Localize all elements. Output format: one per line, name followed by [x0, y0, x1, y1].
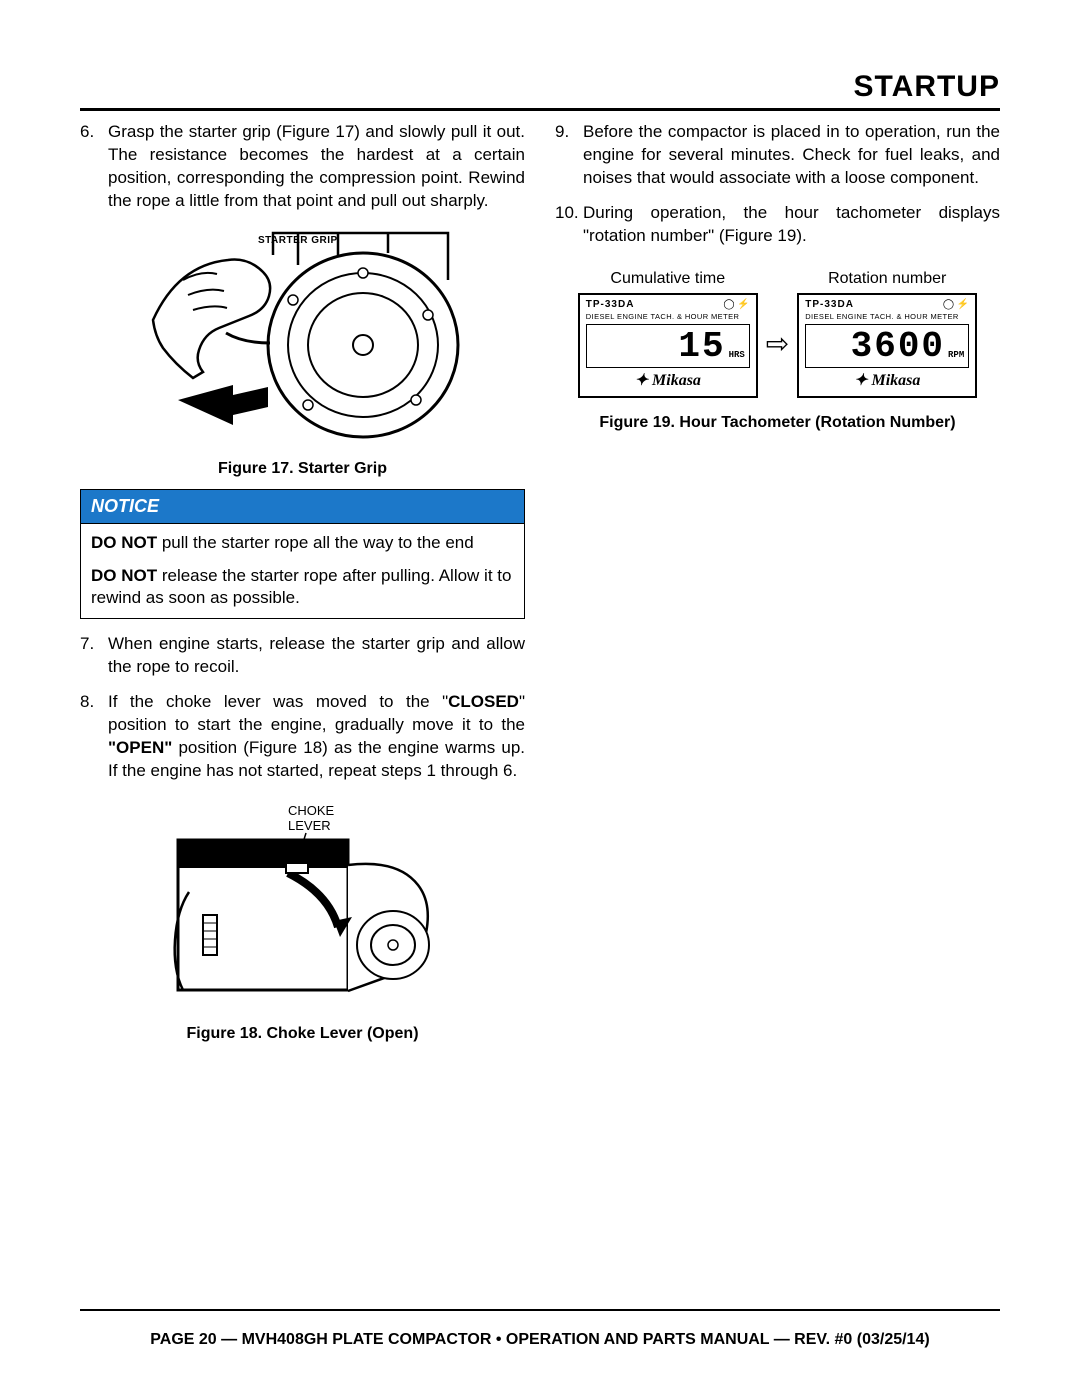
notice-box: NOTICE DO NOT pull the starter rope all … — [80, 489, 525, 619]
step-text: During operation, the hour tachometer di… — [583, 202, 1000, 248]
notice-body: DO NOT pull the starter rope all the way… — [81, 524, 524, 619]
tacho-lcd-rpm: 3600 RPM — [805, 324, 969, 368]
tacho-model: TP-33DA — [586, 298, 635, 312]
tacho-subtitle: DIESEL ENGINE TACH. & HOUR METER — [799, 312, 975, 324]
tachometer-row: Cumulative time TP-33DA ◯ ⚡ DIESEL ENGIN… — [555, 268, 1000, 398]
lcd-hrs-unit: HRS — [729, 349, 745, 361]
figure-18-caption: Figure 18. Choke Lever (Open) — [80, 1023, 525, 1045]
step-number: 10. — [555, 202, 583, 248]
choke-lever-illustration: CHOKE LEVER OPEN — [148, 795, 458, 1010]
lcd-rpm-unit: RPM — [948, 349, 964, 361]
tacho-subtitle: DIESEL ENGINE TACH. & HOUR METER — [580, 312, 756, 324]
tacho-right-label: Rotation number — [797, 268, 977, 290]
lcd-hrs-value: 15 — [678, 329, 725, 365]
tacho-lcd-hrs: 15 HRS — [586, 324, 750, 368]
tacho-brand: ✦ Mikasa — [799, 368, 975, 396]
step-7: 7. When engine starts, release the start… — [80, 633, 525, 679]
step-8: 8. If the choke lever was moved to the "… — [80, 691, 525, 783]
figure-19-caption: Figure 19. Hour Tachometer (Rotation Num… — [555, 412, 1000, 434]
figure-18: CHOKE LEVER OPEN — [80, 795, 525, 1045]
page-header-title: STARTUP — [80, 70, 1000, 104]
tacho-indicator-icons: ◯ ⚡ — [943, 298, 969, 312]
step-text: Grasp the starter grip (Figure 17) and s… — [108, 121, 525, 213]
tacho-brand: ✦ Mikasa — [580, 368, 756, 396]
step-9: 9. Before the compactor is placed in to … — [555, 121, 1000, 190]
figure-17: STARTER GRIP — [80, 225, 525, 480]
figure-17-caption: Figure 17. Starter Grip — [80, 458, 525, 480]
notice-text-1: pull the starter rope all the way to the… — [157, 533, 474, 552]
tacho-indicator-icons: ◯ ⚡ — [723, 298, 749, 312]
content-columns: 6. Grasp the starter grip (Figure 17) an… — [80, 121, 1000, 1053]
tacho-model: TP-33DA — [805, 298, 854, 312]
starter-grip-illustration: STARTER GRIP — [138, 225, 468, 445]
step-number: 6. — [80, 121, 108, 213]
step-number: 7. — [80, 633, 108, 679]
tacho-cumulative: Cumulative time TP-33DA ◯ ⚡ DIESEL ENGIN… — [578, 268, 758, 398]
step-text: If the choke lever was moved to the "CLO… — [108, 691, 525, 783]
step-text: Before the compactor is placed in to ope… — [583, 121, 1000, 190]
tacho-left-label: Cumulative time — [578, 268, 758, 290]
tacho-rotation: Rotation number TP-33DA ◯ ⚡ DIESEL ENGIN… — [797, 268, 977, 398]
notice-do-not-1: DO NOT — [91, 533, 157, 552]
footer-rule — [80, 1309, 1000, 1311]
step-text: When engine starts, release the starter … — [108, 633, 525, 679]
svg-text:CHOKE: CHOKE — [288, 803, 335, 818]
notice-header: NOTICE — [81, 490, 524, 523]
step-number: 8. — [80, 691, 108, 783]
right-column: 9. Before the compactor is placed in to … — [555, 121, 1000, 1053]
left-column: 6. Grasp the starter grip (Figure 17) an… — [80, 121, 525, 1053]
svg-text:LEVER: LEVER — [288, 818, 331, 833]
arrow-icon: ⇨ — [766, 308, 789, 358]
step-number: 9. — [555, 121, 583, 190]
header-rule — [80, 108, 1000, 111]
footer-text: PAGE 20 — MVH408GH PLATE COMPACTOR • OPE… — [0, 1331, 1080, 1349]
lcd-rpm-value: 3600 — [851, 329, 945, 365]
tacho-unit-hrs: TP-33DA ◯ ⚡ DIESEL ENGINE TACH. & HOUR M… — [578, 293, 758, 397]
step-6: 6. Grasp the starter grip (Figure 17) an… — [80, 121, 525, 213]
notice-do-not-2: DO NOT — [91, 566, 157, 585]
step-10: 10. During operation, the hour tachomete… — [555, 202, 1000, 248]
tacho-unit-rpm: TP-33DA ◯ ⚡ DIESEL ENGINE TACH. & HOUR M… — [797, 293, 977, 397]
